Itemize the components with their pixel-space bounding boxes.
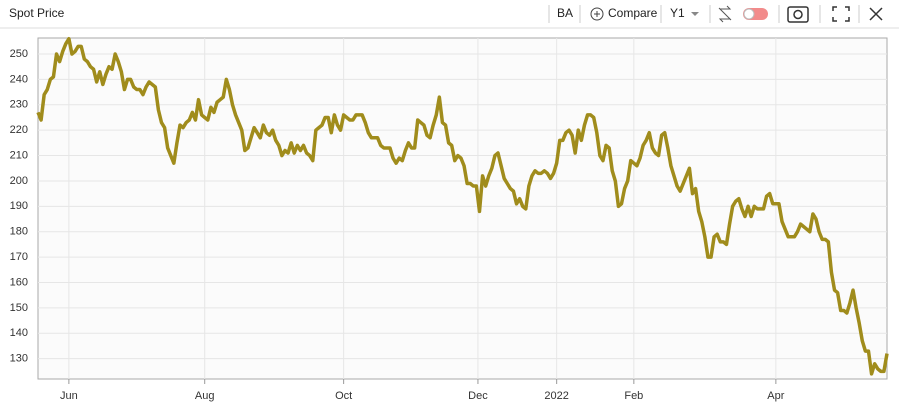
- y-tick-label: 210: [10, 149, 28, 161]
- camera-icon: [787, 6, 809, 23]
- x-tick-label: Oct: [335, 390, 352, 402]
- dropdown-arrow[interactable]: [691, 12, 699, 16]
- camera-button[interactable]: [787, 6, 809, 23]
- y-tick-label: 150: [10, 302, 28, 314]
- sync-icon[interactable]: [718, 5, 732, 23]
- plus-icon: [594, 11, 600, 17]
- x-tick-label: Feb: [624, 390, 643, 402]
- toggle-knob: [743, 8, 755, 20]
- price-line: [36, 37, 889, 376]
- y-tick-label: 240: [10, 73, 28, 85]
- fullscreen-button[interactable]: [832, 6, 850, 22]
- x-tick-label: 2022: [544, 390, 568, 402]
- y-tick-label: 130: [10, 353, 28, 365]
- symbol-button[interactable]: BA: [557, 6, 573, 20]
- panel-title: Spot Price: [9, 6, 65, 20]
- y-tick-label: 170: [10, 251, 28, 263]
- x-tick-label: Jun: [60, 390, 78, 402]
- close-button[interactable]: [869, 7, 883, 21]
- y-tick-label: 160: [10, 276, 28, 288]
- x-tick-label: Apr: [767, 390, 784, 402]
- x-tick-label: Dec: [468, 390, 488, 402]
- compare-button[interactable]: Compare: [590, 6, 658, 21]
- y-tick-label: 220: [10, 124, 28, 136]
- plus-icon: [590, 7, 604, 21]
- camera-lens: [793, 9, 803, 20]
- y-tick-label: 200: [10, 175, 28, 187]
- period-button[interactable]: Y1: [670, 6, 685, 20]
- y-tick-label: 190: [10, 200, 28, 212]
- x-tick-label: Aug: [195, 390, 215, 402]
- y-tick-label: 250: [10, 48, 28, 60]
- chart: 130 140 150 160 170 180 190 200 210 220 230 240 250 J…: [10, 37, 889, 402]
- y-tick-label: 230: [10, 99, 28, 111]
- y-tick-label: 140: [10, 327, 28, 339]
- plot-area: [37, 37, 888, 380]
- compare-label: Compare: [608, 6, 658, 20]
- y-tick-label: 180: [10, 226, 28, 238]
